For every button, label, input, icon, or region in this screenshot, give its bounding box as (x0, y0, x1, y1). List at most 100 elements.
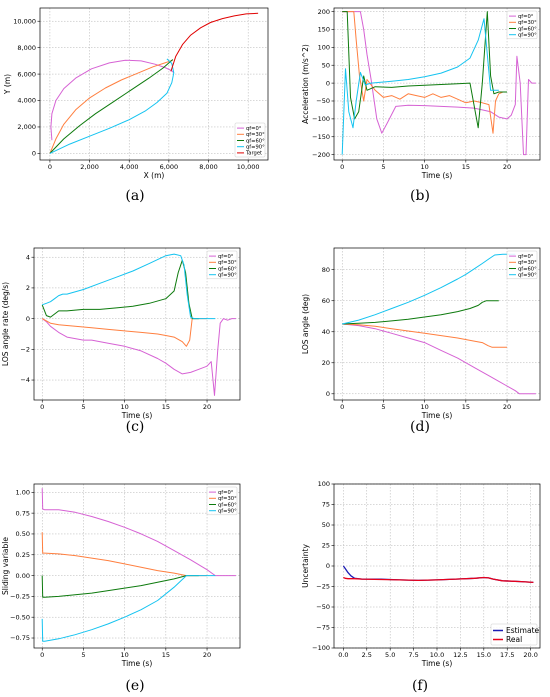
xtick-label-a-3: 6,000 (160, 163, 179, 171)
ytick-label-d-4: 80 (322, 266, 330, 274)
xtick-label-f-5: 12.5 (453, 651, 467, 659)
legend-label-d-3: qf=90° (518, 273, 537, 279)
ytick-label-e-2: −0.25 (10, 593, 30, 601)
caption-e: (e) (125, 678, 145, 694)
xtick-label-e-3: 15 (162, 651, 170, 659)
ylabel-e: Sliding variable (1, 537, 10, 595)
legend-label-a-3: qf=90° (246, 145, 265, 151)
series-a-4 (170, 12, 259, 72)
legend-label-a-1: qf=30° (246, 132, 265, 138)
legend-label-d-2: qf=60° (518, 266, 537, 272)
ytick-label-e-5: 0.50 (16, 530, 30, 538)
series-a-1 (49, 59, 173, 154)
legend-e: qf=0°qf=30°qf=60°qf=90° (206, 486, 238, 516)
xtick-label-f-0: 0.0 (338, 651, 348, 659)
xtick-label-a-0: 0 (48, 163, 52, 171)
legend-label-c-1: qf=30° (218, 260, 237, 266)
ytick-label-f-6: 50 (322, 521, 330, 529)
ytick-label-e-6: 0.75 (16, 509, 30, 517)
legend-label-b-2: qf=60° (518, 26, 537, 32)
legend-label-e-1: qf=30° (218, 496, 237, 502)
ytick-label-c-4: 4 (26, 253, 30, 261)
frame-c (33, 247, 241, 401)
xtick-label-a-2: 4,000 (120, 163, 139, 171)
legend-box-b (506, 10, 538, 40)
xlabel-f: Time (s) (421, 659, 453, 668)
xtick-label-e-2: 10 (120, 651, 128, 659)
ytick-label-a-2: 4,000 (17, 97, 36, 105)
ytick-label-b-5: 50 (322, 61, 330, 69)
series-a-3 (49, 58, 175, 154)
xtick-label-c-1: 5 (81, 403, 85, 411)
xtick-label-d-2: 10 (420, 403, 428, 411)
ytick-label-c-3: 2 (26, 284, 30, 292)
xtick-label-f-1: 2.5 (362, 651, 372, 659)
caption-a: (a) (125, 188, 145, 204)
ytick-label-f-3: −25 (316, 583, 330, 591)
ytick-label-e-7: 1.00 (16, 489, 30, 497)
ytick-label-e-4: 0.25 (16, 551, 30, 559)
series-b-1 (342, 11, 507, 134)
xlabel-d: Time (s) (421, 411, 453, 420)
legend-label-c-0: qf=0° (218, 254, 234, 260)
series-e-1 (41, 532, 207, 577)
xtick-label-e-1: 5 (81, 651, 85, 659)
chart-f: 0.0 2.5 5.0 7.5 10.0 12.5 15.0 17.5 20.0 −100 −75 −… (301, 480, 541, 668)
ytick-label-c-2: 0 (26, 315, 30, 323)
ytick-label-b-2: −100 (312, 115, 330, 123)
chart-b: 0 5 10 15 20 −200 −150 −100 −50 0 50 100 150 200 Time … (301, 7, 541, 180)
series-e-3 (41, 575, 216, 642)
ytick-label-f-8: 100 (318, 480, 330, 488)
series-c-0 (41, 318, 236, 396)
xlabel-e: Time (s) (121, 659, 153, 668)
legend-box-a (234, 122, 266, 158)
xtick-label-f-4: 10.0 (430, 651, 444, 659)
legend-label-c-2: qf=60° (218, 266, 237, 272)
ytick-label-b-4: 0 (326, 79, 330, 87)
legend-label-b-1: qf=30° (518, 20, 537, 26)
series-e-2 (41, 575, 199, 598)
ylabel-d: LOS angle (deg) (301, 294, 310, 354)
ytick-label-f-0: −100 (312, 644, 330, 652)
legend-c: qf=0°qf=30°qf=60°qf=90° (206, 250, 238, 280)
frame-a (39, 7, 269, 161)
legend-label-e-2: qf=60° (218, 502, 237, 508)
xtick-label-d-3: 15 (462, 403, 470, 411)
caption-d: (d) (410, 419, 430, 435)
xtick-label-b-2: 10 (420, 163, 428, 171)
xtick-label-b-0: 0 (340, 163, 344, 171)
ytick-label-b-0: −200 (312, 151, 330, 159)
ytick-label-f-2: −50 (316, 603, 330, 611)
xtick-label-c-0: 0 (40, 403, 44, 411)
xtick-label-b-3: 15 (462, 163, 470, 171)
ytick-label-c-0: −4 (20, 376, 30, 384)
xtick-label-d-4: 20 (503, 403, 511, 411)
xtick-label-f-2: 5.0 (385, 651, 395, 659)
ytick-label-a-4: 8,000 (17, 44, 36, 52)
ytick-label-e-0: −0.75 (10, 634, 30, 642)
xtick-label-c-4: 20 (203, 403, 211, 411)
ylabel-b: Acceleration (m/s^2) (301, 44, 310, 124)
series-d-2 (342, 300, 499, 325)
ytick-label-c-1: −2 (20, 346, 30, 354)
ytick-label-f-1: −75 (316, 624, 330, 632)
legend-label-e-0: qf=0° (218, 490, 234, 496)
ytick-label-e-1: −0.50 (10, 613, 30, 621)
xlabel-b: Time (s) (421, 171, 453, 180)
ytick-label-a-5: 10,000 (13, 17, 36, 25)
series-d-0 (342, 323, 536, 395)
xtick-label-d-1: 5 (381, 403, 385, 411)
frame-e (33, 483, 241, 649)
ytick-label-f-5: 25 (322, 542, 330, 550)
series-c-2 (41, 259, 199, 320)
ytick-label-b-7: 150 (318, 26, 330, 34)
frame-b (333, 7, 541, 161)
xtick-label-f-8: 20.0 (523, 651, 537, 659)
legend-box-e (206, 486, 238, 516)
series-d-1 (342, 323, 507, 348)
frame-d (333, 247, 541, 401)
legend-label-a-4: Target (245, 151, 262, 157)
xtick-label-f-3: 7.5 (408, 651, 418, 659)
